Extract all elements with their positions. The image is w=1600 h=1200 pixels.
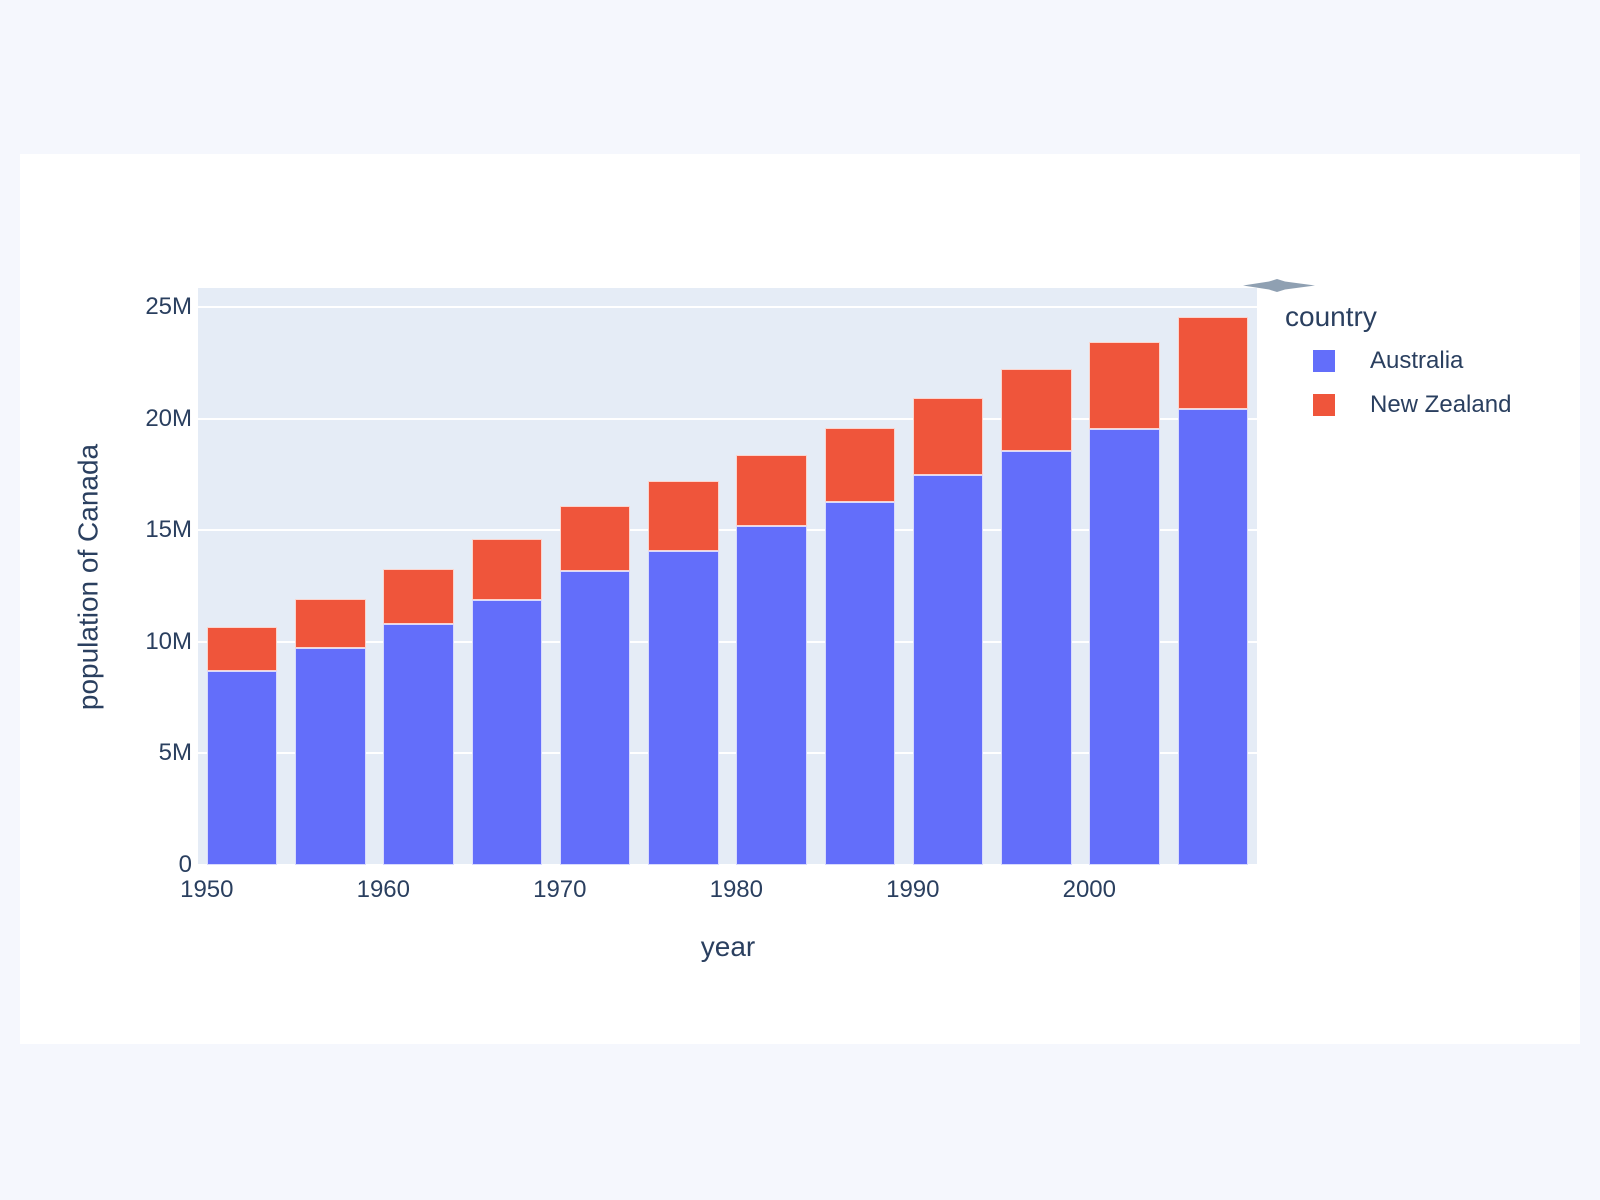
plot-area[interactable] <box>198 288 1257 865</box>
legend-item-label: Australia <box>1370 347 1464 374</box>
x-tick-label: 1970 <box>533 876 587 903</box>
bar-new-zealand-2007[interactable] <box>1177 317 1249 410</box>
x-axis-title: year <box>700 931 756 962</box>
y-tick-label: 25M <box>145 293 192 321</box>
gridline-y <box>198 864 1257 865</box>
bar-new-zealand-1952[interactable] <box>206 626 278 672</box>
x-tick-label: 2000 <box>1062 876 1116 903</box>
bar-australia-2002[interactable] <box>1089 429 1160 865</box>
bar-australia-1952[interactable] <box>206 671 278 865</box>
bar-australia-1997[interactable] <box>1001 450 1072 865</box>
y-tick-label: 5M <box>158 739 192 767</box>
y-tick-label: 10M <box>145 627 192 655</box>
bar-new-zealand-1997[interactable] <box>1001 368 1072 451</box>
bar-australia-1992[interactable] <box>912 475 984 865</box>
y-axis-title: population of Canada <box>72 443 104 711</box>
gridline-y <box>198 306 1257 309</box>
bar-new-zealand-1992[interactable] <box>912 398 984 476</box>
bar-new-zealand-1962[interactable] <box>383 568 454 625</box>
bar-australia-1982[interactable] <box>736 526 807 865</box>
bar-new-zealand-1957[interactable] <box>295 598 366 649</box>
legend-title: country <box>1285 301 1377 332</box>
y-tick-label: 15M <box>145 516 192 544</box>
bar-new-zealand-1967[interactable] <box>471 539 543 601</box>
bar-australia-1987[interactable] <box>824 502 896 865</box>
legend-items: Australia New Zealand <box>1285 339 1511 427</box>
bar-australia-1962[interactable] <box>383 624 454 865</box>
y-tick-label: 20M <box>145 404 192 432</box>
x-tick-label: 1990 <box>886 876 940 903</box>
bar-new-zealand-2002[interactable] <box>1089 341 1160 430</box>
bar-australia-1957[interactable] <box>295 648 366 865</box>
x-tick-label: 1950 <box>180 876 234 903</box>
legend-swatch-new-zealand <box>1313 394 1335 416</box>
gridline-y <box>198 752 1257 755</box>
bar-australia-1972[interactable] <box>559 571 631 865</box>
x-tick-label: 1960 <box>356 876 410 903</box>
legend-item-label: New Zealand <box>1370 391 1512 418</box>
bar-australia-1977[interactable] <box>648 551 719 865</box>
gridline-y <box>198 640 1257 643</box>
bar-australia-1967[interactable] <box>471 600 543 865</box>
legend-item-australia[interactable]: Australia <box>1313 339 1511 383</box>
legend-swatch-australia <box>1313 350 1335 372</box>
modebar-toggle-button[interactable] <box>1243 279 1315 292</box>
x-tick-label: 1980 <box>709 876 763 903</box>
double-arrow-icon <box>1243 279 1315 292</box>
bar-new-zealand-1982[interactable] <box>736 454 807 527</box>
legend: country Australia New Zealand <box>1285 300 1511 427</box>
y-tick-label: 0 <box>178 851 192 878</box>
gridline-y <box>198 529 1257 532</box>
chart-card: 0 5M 10M 15M 20M 25M 1950 1960 1970 1980 1990 2000… <box>20 154 1580 1044</box>
bar-australia-2007[interactable] <box>1177 409 1249 865</box>
bar-new-zealand-1977[interactable] <box>648 480 719 552</box>
gridline-y <box>198 417 1257 420</box>
bar-new-zealand-1987[interactable] <box>824 428 896 503</box>
bar-new-zealand-1972[interactable] <box>559 505 631 572</box>
legend-item-new-zealand[interactable]: New Zealand <box>1313 383 1511 427</box>
